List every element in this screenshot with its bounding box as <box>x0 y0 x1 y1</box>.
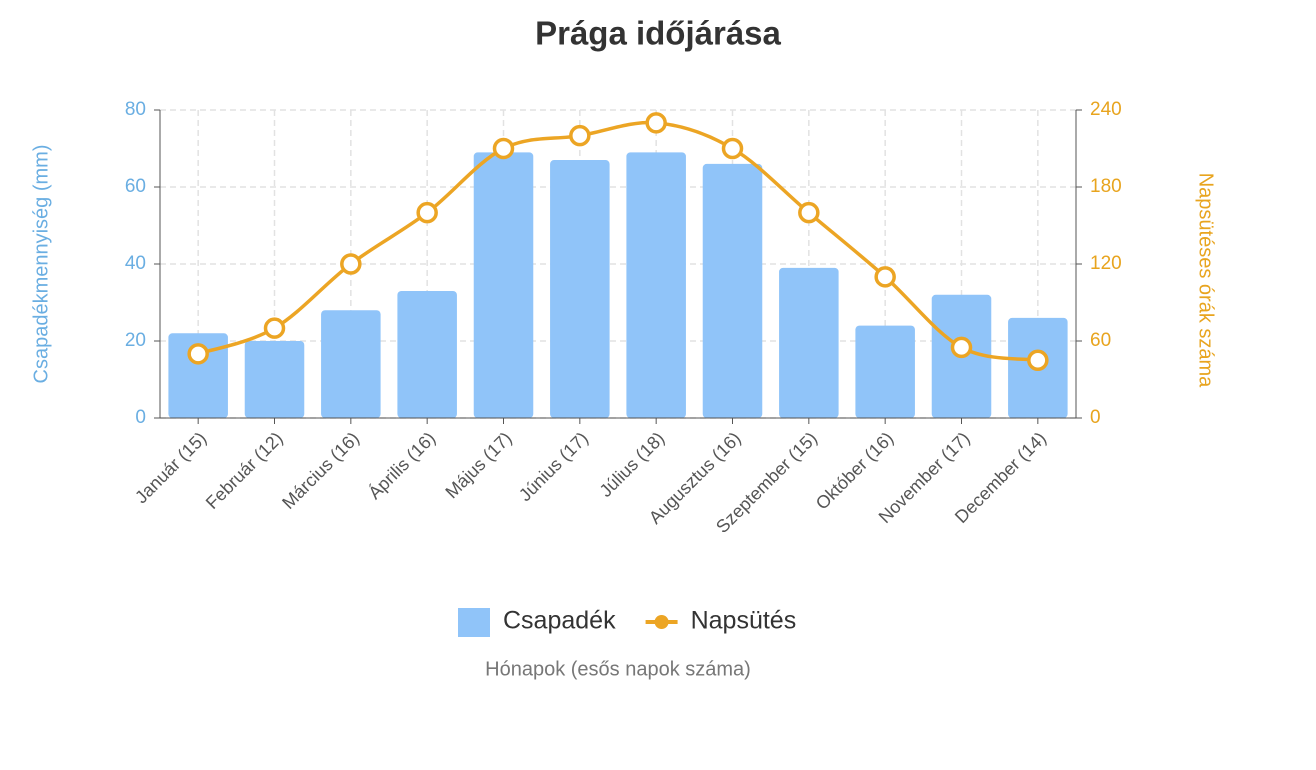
bar <box>779 267 839 418</box>
y-tick-label: 80 <box>125 99 146 120</box>
line-point <box>492 137 515 160</box>
line-point <box>569 124 591 147</box>
bar <box>473 152 534 418</box>
bar <box>550 160 610 419</box>
y2-axis-label: Napsütéses órák száma <box>1195 173 1217 388</box>
line-point <box>798 201 820 224</box>
legend-swatch-point <box>654 615 669 629</box>
y-tick-label: 40 <box>125 253 146 274</box>
x-axis-label: Hónapok (esős napok száma) <box>485 658 751 680</box>
bar <box>397 290 457 418</box>
x-tick-label: Május (17) <box>441 428 515 502</box>
line-point <box>950 336 973 359</box>
y-tick-label: 60 <box>125 176 146 197</box>
y2-tick-label: 60 <box>1090 330 1111 351</box>
y-axis-label: Csapadékmennyiség (mm) <box>30 145 52 384</box>
bar <box>626 152 686 418</box>
line-point <box>645 112 667 134</box>
x-tick-label: Július (18) <box>595 428 668 501</box>
legend-swatch <box>458 608 490 637</box>
y2-tick-label: 240 <box>1090 99 1122 120</box>
legend-label: Csapadék <box>503 607 616 635</box>
legend-label: Napsütés <box>691 607 797 635</box>
line-point <box>1027 349 1049 371</box>
line-point <box>874 266 896 288</box>
bar <box>168 333 228 418</box>
y-tick-label: 20 <box>125 330 146 351</box>
line-point <box>340 253 362 275</box>
x-tick-label: Június (17) <box>515 428 592 505</box>
chart-title: Prága időjárása <box>535 15 781 52</box>
line-point <box>721 137 744 160</box>
bar <box>855 325 915 418</box>
x-tick-label: Február (12) <box>202 428 287 513</box>
bar <box>244 341 305 418</box>
y2-tick-label: 120 <box>1090 253 1122 274</box>
bar <box>321 310 381 418</box>
x-tick-label: Március (16) <box>278 428 363 513</box>
line-point <box>416 201 438 224</box>
x-tick-label: Október (16) <box>812 428 898 514</box>
x-tick-label: Április (16) <box>364 428 439 503</box>
y2-tick-label: 0 <box>1090 407 1101 428</box>
y2-tick-label: 180 <box>1090 176 1122 197</box>
bar <box>702 163 763 418</box>
x-tick-label: Január (15) <box>131 428 210 507</box>
line-point <box>263 317 286 339</box>
line-point <box>187 343 209 365</box>
y-tick-label: 0 <box>135 407 146 428</box>
